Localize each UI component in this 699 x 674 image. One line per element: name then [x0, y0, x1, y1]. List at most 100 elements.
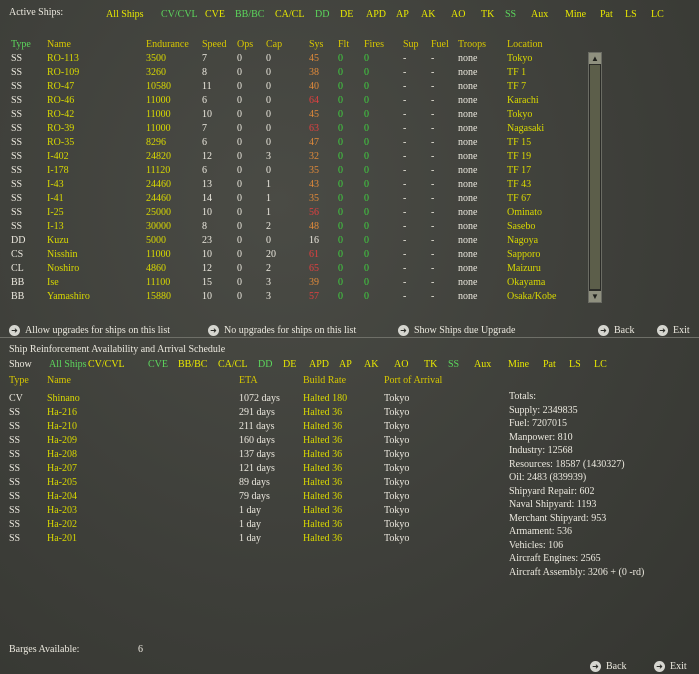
column-header-name[interactable]: Name: [47, 375, 71, 386]
filter-ca-cl[interactable]: CA/CL: [218, 359, 248, 370]
table-row[interactable]: SS RO-109 3260 8 0 0 38 0 0 - - none TF 1: [0, 66, 600, 80]
table-row[interactable]: SS RO-35 8296 6 0 0 47 0 0 - - none TF 15: [0, 136, 600, 150]
filter-ls[interactable]: LS: [569, 359, 581, 370]
column-header-sup[interactable]: Sup: [403, 39, 419, 50]
allow-upgrades-button[interactable]: ➜ Allow upgrades for ships on this list: [9, 324, 170, 337]
filter-lc[interactable]: LC: [594, 359, 607, 370]
filter-de[interactable]: DE: [340, 9, 354, 20]
table-row[interactable]: SS RO-42 11000 10 0 0 45 0 0 - - none Tokyo: [0, 108, 600, 122]
table-row[interactable]: SS Ha-203 1 day Halted 36 Tokyo: [0, 504, 500, 518]
column-header-type[interactable]: Type: [9, 375, 29, 386]
scroll-up-button[interactable]: ▲: [589, 53, 601, 64]
table-row[interactable]: SS I-25 25000 10 0 1 56 0 0 - - none Ominato: [0, 206, 600, 220]
scroll-down-button[interactable]: ▼: [589, 291, 601, 302]
filter-cv-cvl[interactable]: CV/CVL: [88, 359, 125, 370]
column-header-flt[interactable]: Flt: [338, 39, 350, 50]
column-header-fires[interactable]: Fires: [364, 39, 384, 50]
column-header-build-rate[interactable]: Build Rate: [303, 375, 347, 386]
filter-cve[interactable]: CVE: [148, 359, 168, 370]
filter-ao[interactable]: AO: [451, 9, 466, 20]
reinforcement-back-button[interactable]: ➜ Back: [590, 660, 627, 673]
filter-aux[interactable]: Aux: [474, 359, 492, 370]
reinforcement-exit-button[interactable]: ➜ Exit: [654, 660, 687, 673]
table-row[interactable]: BB Ise 11100 15 0 3 39 0 0 - - none Okayama: [0, 276, 600, 290]
filter-bb-bc[interactable]: BB/BC: [235, 9, 265, 20]
table-row[interactable]: SS I-43 24460 13 0 1 43 0 0 - - none TF 43: [0, 178, 600, 192]
active-exit-button[interactable]: ➜ Exit: [657, 324, 690, 337]
filter-tk[interactable]: TK: [481, 9, 495, 20]
cell-name: RO-46: [47, 95, 75, 106]
filter-mine[interactable]: Mine: [508, 359, 530, 370]
column-header-cap[interactable]: Cap: [266, 39, 283, 50]
filter-dd[interactable]: DD: [258, 359, 273, 370]
filter-cv-cvl[interactable]: CV/CVL: [161, 9, 198, 20]
filter-dd[interactable]: DD: [315, 9, 330, 20]
filter-pat[interactable]: Pat: [543, 359, 556, 370]
cell-name: Yamashiro: [47, 291, 90, 302]
table-row[interactable]: SS Ha-216 291 days Halted 36 Tokyo: [0, 406, 500, 420]
table-row[interactable]: SS Ha-201 1 day Halted 36 Tokyo: [0, 532, 500, 546]
filter-apd[interactable]: APD: [366, 9, 387, 20]
column-header-troops[interactable]: Troops: [458, 39, 486, 50]
table-row[interactable]: SS RO-39 11000 7 0 0 63 0 0 - - none Nagasaki: [0, 122, 600, 136]
column-header-endurance[interactable]: Endurance: [146, 39, 189, 50]
filter-apd[interactable]: APD: [309, 359, 330, 370]
column-header-ops[interactable]: Ops: [237, 39, 254, 50]
table-row[interactable]: SS Ha-202 1 day Halted 36 Tokyo: [0, 518, 500, 532]
scroll-thumb[interactable]: [590, 65, 600, 289]
active-list-scrollbar[interactable]: ▲ ▼: [588, 52, 602, 303]
table-row[interactable]: SS Ha-209 160 days Halted 36 Tokyo: [0, 434, 500, 448]
column-header-location[interactable]: Location: [507, 39, 543, 50]
filter-lc[interactable]: LC: [651, 9, 664, 20]
column-header-eta[interactable]: ETA: [239, 375, 258, 386]
show-due-upgrade-button[interactable]: ➜ Show Ships due Upgrade: [398, 324, 515, 337]
table-row[interactable]: DD Kuzu 5000 23 0 0 16 0 0 - - none Nagoya: [0, 234, 600, 248]
filter-mine[interactable]: Mine: [565, 9, 587, 20]
filter-ao[interactable]: AO: [394, 359, 409, 370]
filter-ca-cl[interactable]: CA/CL: [275, 9, 305, 20]
table-row[interactable]: CL Noshiro 4860 12 0 2 65 0 0 - - none Maizuru: [0, 262, 600, 276]
no-upgrades-button[interactable]: ➜ No upgrades for ships on this list: [208, 324, 356, 337]
table-row[interactable]: SS Ha-204 79 days Halted 36 Tokyo: [0, 490, 500, 504]
filter-all-ships[interactable]: All Ships: [49, 359, 87, 370]
column-header-sys[interactable]: Sys: [309, 39, 324, 50]
filter-bb-bc[interactable]: BB/BC: [178, 359, 208, 370]
table-row[interactable]: CV Shinano 1072 days Halted 180 Tokyo: [0, 392, 500, 406]
table-row[interactable]: CS Nisshin 11000 10 0 20 61 0 0 - - none Sapporo: [0, 248, 600, 262]
filter-ak[interactable]: AK: [364, 359, 379, 370]
filter-ap[interactable]: AP: [339, 359, 352, 370]
filter-de[interactable]: DE: [283, 359, 297, 370]
column-header-type[interactable]: Type: [11, 39, 31, 50]
filter-ap[interactable]: AP: [396, 9, 409, 20]
barges-label: Barges Available:: [9, 644, 80, 655]
table-row[interactable]: SS Ha-207 121 days Halted 36 Tokyo: [0, 462, 500, 476]
column-header-name[interactable]: Name: [47, 39, 71, 50]
filter-aux[interactable]: Aux: [531, 9, 549, 20]
table-row[interactable]: SS RO-46 11000 6 0 0 64 0 0 - - none Karachi: [0, 94, 600, 108]
table-row[interactable]: SS Ha-205 89 days Halted 36 Tokyo: [0, 476, 500, 490]
column-header-speed[interactable]: Speed: [202, 39, 227, 50]
filter-ss[interactable]: SS: [505, 9, 517, 20]
column-header-fuel[interactable]: Fuel: [431, 39, 449, 50]
cell-sys: 35: [309, 165, 319, 176]
table-row[interactable]: SS I-178 11120 6 0 0 35 0 0 - - none TF 17: [0, 164, 600, 178]
active-back-button[interactable]: ➜ Back: [598, 324, 635, 337]
filter-ak[interactable]: AK: [421, 9, 436, 20]
table-row[interactable]: SS I-402 24820 12 0 3 32 0 0 - - none TF 19: [0, 150, 600, 164]
filter-all-ships[interactable]: All Ships: [106, 9, 144, 20]
filter-ls[interactable]: LS: [625, 9, 637, 20]
table-row[interactable]: SS Ha-210 211 days Halted 36 Tokyo: [0, 420, 500, 434]
table-row[interactable]: SS RO-113 3500 7 0 0 45 0 0 - - none Tokyo: [0, 52, 600, 66]
table-row[interactable]: BB Yamashiro 15880 10 0 3 57 0 0 - - none Osaka/Kobe: [0, 290, 600, 304]
filter-pat[interactable]: Pat: [600, 9, 613, 20]
cell-ops: 0: [237, 95, 242, 106]
filter-ss[interactable]: SS: [448, 359, 460, 370]
table-row[interactable]: SS I-13 30000 8 0 2 48 0 0 - - none Sasebo: [0, 220, 600, 234]
table-row[interactable]: SS I-41 24460 14 0 1 35 0 0 - - none TF 67: [0, 192, 600, 206]
column-header-port-of-arrival[interactable]: Port of Arrival: [384, 375, 443, 386]
cell-fires: 0: [364, 81, 369, 92]
filter-tk[interactable]: TK: [424, 359, 438, 370]
table-row[interactable]: SS RO-47 10580 11 0 0 40 0 0 - - none TF 7: [0, 80, 600, 94]
table-row[interactable]: SS Ha-208 137 days Halted 36 Tokyo: [0, 448, 500, 462]
filter-cve[interactable]: CVE: [205, 9, 225, 20]
